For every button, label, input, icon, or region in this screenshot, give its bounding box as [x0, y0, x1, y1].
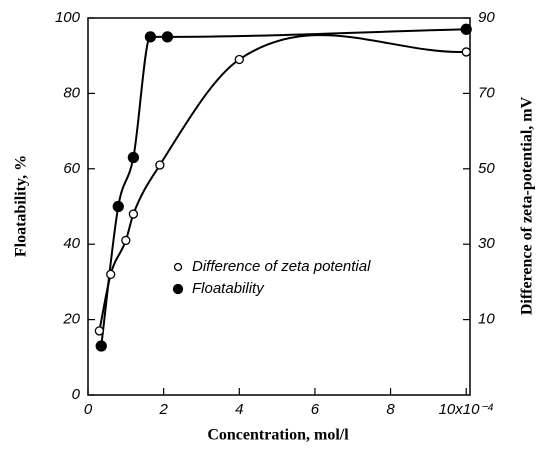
data-point	[106, 269, 116, 280]
fit-curve	[98, 34, 467, 332]
y2-tick-label: 90	[478, 9, 495, 26]
data-point	[234, 54, 244, 65]
x-tick-label: 6	[311, 401, 320, 418]
data-point	[460, 23, 472, 35]
x-axis-label: Concentration, mol/l	[207, 427, 349, 444]
data-point	[161, 31, 174, 43]
plot-frame	[87, 17, 471, 396]
data-point	[94, 326, 104, 336]
data-point	[112, 200, 124, 213]
y2-tick-label: 70	[478, 84, 495, 101]
data-point	[121, 235, 131, 246]
legend-label: Floatability	[192, 280, 265, 297]
legend-box	[165, 254, 365, 302]
x-tick-label: 8	[386, 401, 395, 418]
legend-label: Difference of zeta potential	[192, 258, 371, 275]
data-point	[155, 160, 165, 170]
legend-marker	[172, 283, 184, 295]
data-point	[95, 340, 107, 352]
legend-marker	[173, 262, 183, 272]
x-tick-label: 0	[84, 401, 93, 418]
y2-tick-label: 50	[478, 160, 495, 177]
y-tick-label: 80	[63, 84, 80, 101]
y-axis-label: Floatability, %	[13, 155, 30, 257]
x-tick-label: 4	[235, 401, 243, 418]
y2-tick-label: 10	[478, 311, 495, 328]
data-point	[128, 209, 139, 219]
y-tick-label: 40	[63, 235, 80, 252]
y-tick-label: 60	[63, 160, 80, 177]
data-point	[144, 31, 157, 43]
y2-axis-label: Difference of zeta-potential, mV	[519, 96, 536, 315]
data-point	[461, 47, 471, 57]
y-tick-label: 20	[62, 311, 80, 328]
fit-curve	[100, 28, 467, 347]
x-tick-label: 2	[158, 401, 168, 418]
y-tick-label: 0	[72, 386, 81, 403]
x-tick-label: 10x10⁻⁴	[439, 401, 494, 418]
y2-tick-label: 30	[478, 235, 495, 252]
data-point	[127, 151, 140, 164]
y-tick-label: 100	[55, 9, 81, 26]
